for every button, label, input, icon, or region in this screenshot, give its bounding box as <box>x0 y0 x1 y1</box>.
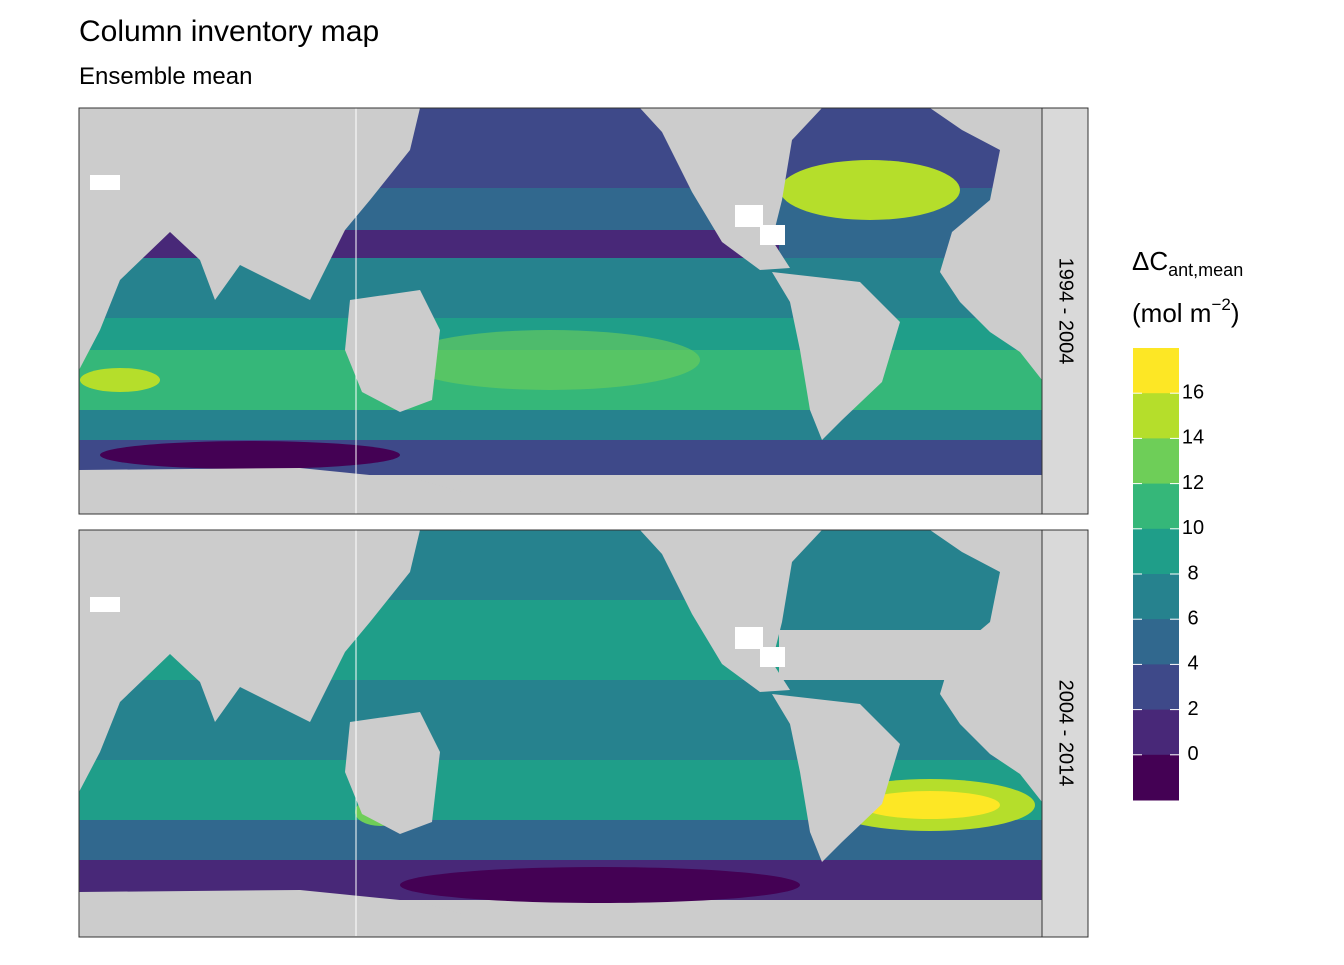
legend-tick-label: 16 <box>1182 381 1204 403</box>
legend-tick-label: 6 <box>1187 607 1198 629</box>
subtitle: Ensemble mean <box>79 63 252 90</box>
legend: 16 14 12 10 8 6 4 2 0 <box>1133 348 1204 801</box>
legend-swatch <box>1133 393 1179 439</box>
legend-tick-label: 14 <box>1182 427 1204 449</box>
legend-symbol: ΔC <box>1132 246 1168 276</box>
legend-swatch <box>1133 528 1179 575</box>
legend-unit: (mol m−2) <box>1132 295 1240 328</box>
legend-tick-label: 0 <box>1187 743 1198 765</box>
title: Column inventory map <box>79 15 379 48</box>
legend-unit-open: (mol m <box>1132 298 1211 328</box>
legend-tick-label: 10 <box>1182 517 1204 539</box>
legend-tick-label: 2 <box>1187 698 1198 720</box>
legend-tick-label: 12 <box>1182 472 1204 494</box>
legend-unit-close: ) <box>1231 298 1240 328</box>
facet-strip <box>1041 529 1089 938</box>
legend-tick-label: 8 <box>1187 562 1198 584</box>
facet-strip <box>1041 107 1089 515</box>
legend-tick-label: 4 <box>1187 653 1198 675</box>
legend-swatch <box>1133 574 1179 620</box>
legend-swatch <box>1133 348 1179 394</box>
facet-label: 2004 - 2014 <box>1055 680 1077 787</box>
legend-swatch <box>1133 619 1179 665</box>
legend-title: ΔCant,mean <box>1132 246 1243 280</box>
map-panel <box>78 529 1043 938</box>
legend-subscript: ant,mean <box>1168 260 1243 280</box>
legend-unit-power: −2 <box>1211 295 1230 314</box>
facet-label: 1994 - 2004 <box>1055 258 1077 365</box>
legend-swatch <box>1133 483 1179 530</box>
map-panel <box>78 107 1043 515</box>
legend-swatch <box>1133 438 1179 485</box>
legend-swatch <box>1133 754 1179 801</box>
legend-swatch <box>1133 709 1179 756</box>
legend-swatch <box>1133 664 1179 711</box>
